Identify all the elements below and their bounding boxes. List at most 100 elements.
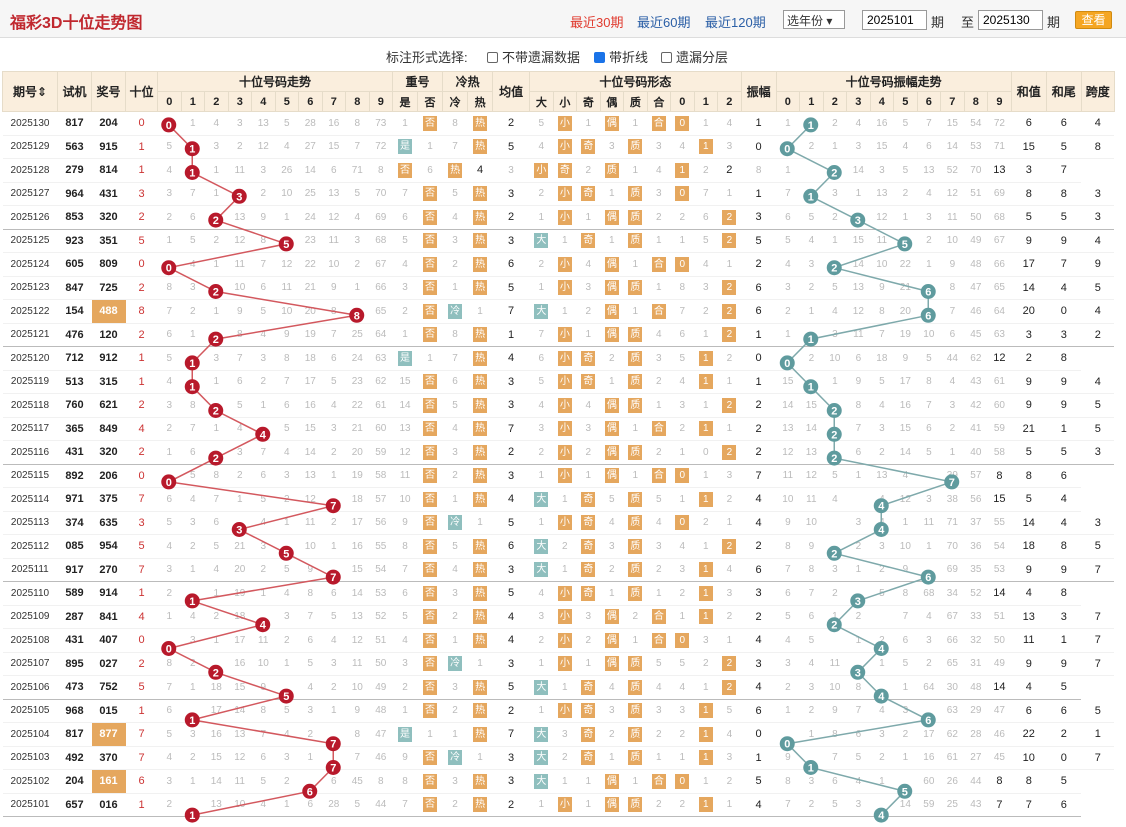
form-mod-cell: 0 <box>670 769 695 794</box>
amp-trend-cell: 38 <box>940 487 965 512</box>
value-tag: 热 <box>473 632 488 648</box>
repeat-yes-cell: 是 <box>392 346 418 371</box>
amp-trend-cell: 3 <box>940 393 965 418</box>
cold-cell: 冷 <box>442 652 468 676</box>
amp-trend-cell <box>870 605 894 629</box>
trend-cell: 1 <box>181 769 205 794</box>
form-mod-cell: 2 <box>717 652 742 676</box>
value-tag: 质 <box>628 233 643 249</box>
trend-cell: 2 <box>322 511 346 535</box>
form-mod-cell: 3 <box>670 558 695 582</box>
trend-cell: 71 <box>345 158 369 183</box>
sum-tail-cell: 9 <box>1046 558 1082 582</box>
page-title: 福彩3D十位走势图 <box>10 15 143 32</box>
amp-trend-cell: 9 <box>893 346 918 371</box>
amp-trend-cell: 12 <box>870 205 894 230</box>
recent-30-link[interactable]: 最近30期 <box>570 15 624 30</box>
from-period-input[interactable] <box>862 10 927 30</box>
form-mod-cell: 4 <box>694 252 718 277</box>
trend-cell: 13 <box>345 605 369 629</box>
form-cell: 6 <box>529 346 554 371</box>
cold-cell: 5 <box>442 534 468 559</box>
amp-trend-cell: 1 <box>846 182 871 206</box>
polyline-label: 带折线 <box>609 50 649 65</box>
recent-120-link[interactable]: 最近120期 <box>705 15 766 30</box>
trend-digit-header: 8 <box>345 91 370 112</box>
tens-digit-cell: 0 <box>125 464 158 488</box>
to-period-input[interactable] <box>978 10 1043 30</box>
form-cell: 1 <box>623 769 648 794</box>
value-tag: 小 <box>557 115 572 131</box>
amp-cell: 1 <box>741 370 777 394</box>
amp-trend-cell <box>893 769 918 794</box>
form-cell: 质 <box>623 558 648 582</box>
no-omission-checkbox[interactable]: 不带遗漏数据 <box>487 47 580 66</box>
value-tag: 小 <box>557 656 572 672</box>
polyline-checkbox[interactable]: 带折线 <box>594 47 648 66</box>
draw-number-cell: 488 <box>91 299 126 324</box>
form-cell: 质 <box>623 205 648 230</box>
tens-digit-cell: 3 <box>125 182 158 206</box>
amp-trend-cell: 2 <box>940 417 965 441</box>
amp-digit-header: 8 <box>963 91 989 112</box>
value-tag: 大 <box>534 491 549 507</box>
trend-cell: 7 <box>251 252 275 277</box>
form-cell: 1 <box>553 299 577 324</box>
amp-trend-cell: 18 <box>870 346 894 371</box>
form-cell: 1 <box>600 746 624 770</box>
sum-cell: 9 <box>1011 558 1047 582</box>
col-span: 跨度 <box>1080 71 1115 112</box>
trend-cell: 5 <box>322 605 346 629</box>
form-cell: 3 <box>647 346 671 371</box>
recent-60-link[interactable]: 最近60期 <box>637 15 691 30</box>
trend-cell <box>204 440 228 465</box>
form-cell: 合 <box>647 417 671 441</box>
trend-cell: 8 <box>298 581 322 606</box>
trend-cell: 8 <box>369 769 393 794</box>
amp-trend-cell: 4 <box>870 699 894 723</box>
omission-layer-checkbox[interactable]: 遗漏分层 <box>661 47 728 66</box>
amp-trend-cell: 59 <box>917 793 941 817</box>
repeat-no-cell: 否 <box>417 793 443 817</box>
repeat-no-cell: 否 <box>417 628 443 653</box>
form-cell: 奇 <box>576 346 601 371</box>
trend-cell: 13 <box>228 722 252 747</box>
trend-cell <box>345 299 369 324</box>
form-cell: 3 <box>600 135 624 159</box>
period-cell: 2025112 <box>2 534 58 559</box>
form-cell: 奇 <box>553 158 577 183</box>
col-period[interactable]: 期号⇕ <box>2 71 58 112</box>
amp-trend-cell: 4 <box>870 393 894 418</box>
trend-cell: 2 <box>157 205 181 230</box>
table-row: 2025113 374 635 3 5 3 6 4 1 11 2 17 56 9 否冷 1 5 1 小奇 4 质 4 0 2 1… <box>2 511 1115 535</box>
form-mod-cell: 1 <box>694 135 718 159</box>
hot-cell: 热 <box>467 464 493 488</box>
trend-digit-header: 7 <box>321 91 346 112</box>
tens-digit-cell: 2 <box>125 323 158 347</box>
value-tag: 小 <box>557 585 572 601</box>
repeat-no-cell: 1 <box>417 722 443 747</box>
amp-trend-cell: 3 <box>917 487 941 512</box>
trend-cell: 7 <box>181 417 205 441</box>
trend-cell <box>181 135 205 159</box>
amp-trend-cell: 68 <box>987 205 1012 230</box>
hot-cell: 热 <box>467 699 493 723</box>
search-button[interactable]: 查看 <box>1075 11 1112 29</box>
form-cell: 质 <box>623 722 648 747</box>
test-number-cell: 817 <box>57 111 92 136</box>
value-tag: 偶 <box>604 656 619 672</box>
year-select[interactable]: 选年份 ▾ <box>783 10 845 29</box>
trend-cell: 8 <box>345 722 369 747</box>
hot-cell: 热 <box>467 111 493 136</box>
draw-number-cell: 375 <box>91 487 126 512</box>
amp-trend-cell: 7 <box>776 182 800 206</box>
value-tag: 否 <box>423 656 438 672</box>
amp-trend-cell: 34 <box>940 581 965 606</box>
amp-trend-cell: 1 <box>893 746 918 770</box>
value-tag: 质 <box>628 327 643 343</box>
amp-trend-cell: 3 <box>799 675 824 700</box>
trend-digit-header: 3 <box>227 91 252 112</box>
hot-cell: 1 <box>467 299 493 324</box>
form-cell: 质 <box>623 793 648 817</box>
trend-cell: 45 <box>345 769 369 794</box>
